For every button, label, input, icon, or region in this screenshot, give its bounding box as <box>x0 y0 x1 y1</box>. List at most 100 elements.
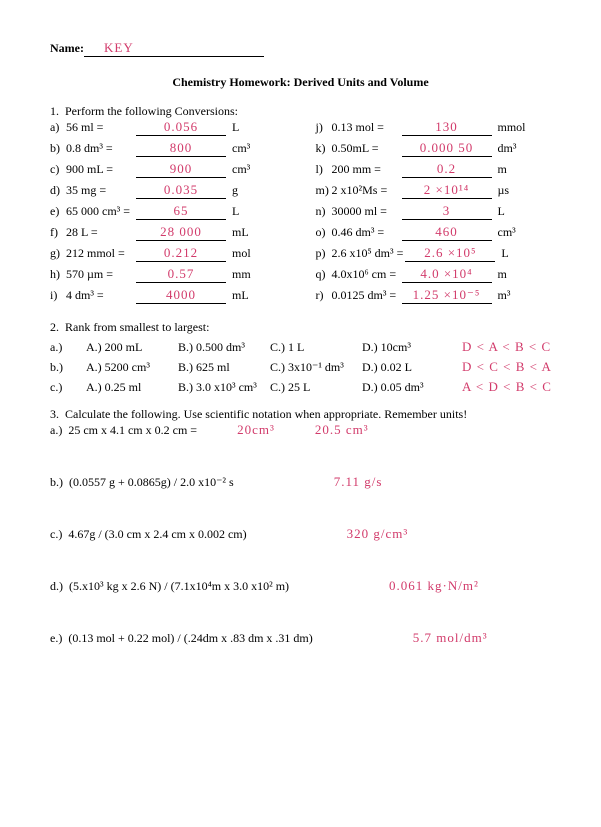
item-answer: 0.212 <box>136 245 226 262</box>
item-label: f) <box>50 225 66 240</box>
rank-opt-b: B.) 3.0 x10³ cm³ <box>178 380 258 395</box>
item-unit: mm <box>232 267 251 282</box>
item-label: i) <box>50 288 66 303</box>
calc-answer: 320 g/cm³ <box>347 526 409 542</box>
item-answer: 2 ×10¹⁴ <box>402 182 492 199</box>
item-unit: L <box>232 120 239 135</box>
rank-opt-a: A.) 200 mL <box>86 340 166 355</box>
item-label: q) <box>316 267 332 282</box>
item-label: r) <box>316 288 332 303</box>
item-answer: 0.57 <box>136 266 226 283</box>
q1-number: 1. <box>50 104 65 118</box>
q3-prompt: Calculate the following. Use scientific … <box>65 407 467 421</box>
calc-answer: 7.11 g/s <box>334 474 383 490</box>
item-label: d) <box>50 183 66 198</box>
rank-answer: D < A < B < C <box>462 339 551 355</box>
conversion-row: l)200 mm =0.2m <box>316 161 552 178</box>
item-quantity: 0.8 dm³ = <box>66 141 134 156</box>
item-answer: 65 <box>136 203 226 220</box>
item-unit: L <box>232 204 239 219</box>
item-quantity: 56 ml = <box>66 120 134 135</box>
name-field: Name: KEY <box>50 40 551 57</box>
worksheet-title: Chemistry Homework: Derived Units and Vo… <box>50 75 551 90</box>
item-unit: cm³ <box>232 162 250 177</box>
q2-prompt: Rank from smallest to largest: <box>65 320 209 334</box>
item-answer: 900 <box>136 161 226 178</box>
item-unit: mol <box>232 246 251 261</box>
rank-opt-c: C.) 25 L <box>270 380 350 395</box>
rank-row: b.)A.) 5200 cm³B.) 625 mlC.) 3x10⁻¹ dm³D… <box>50 359 551 375</box>
conversion-row: c)900 mL =900 cm³ <box>50 161 286 178</box>
item-answer: 1.25 ×10⁻⁵ <box>402 287 492 304</box>
conversion-row: k)0.50mL =0.000 50dm³ <box>316 140 552 157</box>
item-answer: 2.6 ×10⁵ <box>405 245 495 262</box>
item-unit: cm³ <box>498 225 516 240</box>
rank-opt-b: B.) 625 ml <box>178 360 258 375</box>
calc-question: c.) 4.67g / (3.0 cm x 2.4 cm x 0.002 cm) <box>50 527 247 542</box>
calc-item: b.) (0.0557 g + 0.0865g) / 2.0 x10⁻² s7.… <box>50 474 551 490</box>
item-label: c) <box>50 162 66 177</box>
conversion-row: a)56 ml =0.056L <box>50 119 286 136</box>
item-answer: 460 <box>402 224 492 241</box>
name-underline: KEY <box>84 40 264 57</box>
item-unit: L <box>498 204 505 219</box>
item-quantity: 2 x10²Ms = <box>332 183 400 198</box>
item-quantity: 900 mL = <box>66 162 134 177</box>
item-label: e) <box>50 204 66 219</box>
item-answer: 28 000 <box>136 224 226 241</box>
calc-answer: 5.7 mol/dm³ <box>413 630 488 646</box>
item-unit: mL <box>232 288 249 303</box>
item-label: m) <box>316 183 332 198</box>
item-answer: 0.2 <box>402 161 492 178</box>
rank-opt-d: D.) 0.02 L <box>362 360 442 375</box>
conversion-row: i)4 dm³ =4000mL <box>50 287 286 304</box>
item-quantity: 2.6 x10⁵ dm³ = <box>332 246 404 261</box>
item-answer: 4.0 ×10⁴ <box>402 266 492 283</box>
rank-row: a.)A.) 200 mLB.) 0.500 dm³C.) 1 LD.) 10c… <box>50 339 551 355</box>
calc-answer-2: 20.5 cm³ <box>315 422 369 438</box>
item-unit: mmol <box>498 120 526 135</box>
conversion-row: r)0.0125 dm³ =1.25 ×10⁻⁵m³ <box>316 287 552 304</box>
question-2: 2. Rank from smallest to largest: a.)A.)… <box>50 320 551 395</box>
q1-prompt: Perform the following Conversions: <box>65 104 238 118</box>
conversion-row: m)2 x10²Ms =2 ×10¹⁴ µs <box>316 182 552 199</box>
item-answer: 130 <box>402 119 492 136</box>
item-label: p) <box>316 246 332 261</box>
item-answer: 0.035 <box>136 182 226 199</box>
conversion-row: o)0.46 dm³ =460cm³ <box>316 224 552 241</box>
conversion-row: j)0.13 mol =130mmol <box>316 119 552 136</box>
calc-question: d.) (5.x10³ kg x 2.6 N) / (7.1x10⁴m x 3.… <box>50 579 289 594</box>
item-quantity: 570 µm = <box>66 267 134 282</box>
item-answer: 4000 <box>136 287 226 304</box>
name-label: Name: <box>50 41 84 56</box>
rank-opt-c: C.) 1 L <box>270 340 350 355</box>
item-unit: µs <box>498 183 510 198</box>
rank-opt-b: B.) 0.500 dm³ <box>178 340 258 355</box>
item-unit: L <box>501 246 508 261</box>
conversion-row: h)570 µm =0.57mm <box>50 266 286 283</box>
conversion-row: f)28 L =28 000 mL <box>50 224 286 241</box>
item-answer: 3 <box>402 203 492 220</box>
calc-item: c.) 4.67g / (3.0 cm x 2.4 cm x 0.002 cm)… <box>50 526 551 542</box>
item-answer: 0.000 50 <box>402 140 492 157</box>
rank-label: c.) <box>50 380 74 395</box>
item-quantity: 0.50mL = <box>332 141 400 156</box>
conversions-left: a)56 ml =0.056Lb)0.8 dm³ =800cm³c)900 mL… <box>50 119 286 308</box>
rank-opt-a: A.) 0.25 ml <box>86 380 166 395</box>
calc-item: d.) (5.x10³ kg x 2.6 N) / (7.1x10⁴m x 3.… <box>50 578 551 594</box>
item-unit: mL <box>232 225 249 240</box>
item-quantity: 212 mmol = <box>66 246 134 261</box>
item-unit: dm³ <box>498 141 517 156</box>
conversion-row: b)0.8 dm³ =800cm³ <box>50 140 286 157</box>
item-label: j) <box>316 120 332 135</box>
calc-question: a.) 25 cm x 4.1 cm x 0.2 cm = <box>50 423 197 438</box>
rank-answer: A < D < B < C <box>462 379 552 395</box>
rank-label: a.) <box>50 340 74 355</box>
item-quantity: 0.46 dm³ = <box>332 225 400 240</box>
item-label: n) <box>316 204 332 219</box>
conversion-row: n)30000 ml =3L <box>316 203 552 220</box>
item-quantity: 28 L = <box>66 225 134 240</box>
item-quantity: 200 mm = <box>332 162 400 177</box>
name-value: KEY <box>84 40 134 55</box>
rank-opt-d: D.) 0.05 dm³ <box>362 380 442 395</box>
